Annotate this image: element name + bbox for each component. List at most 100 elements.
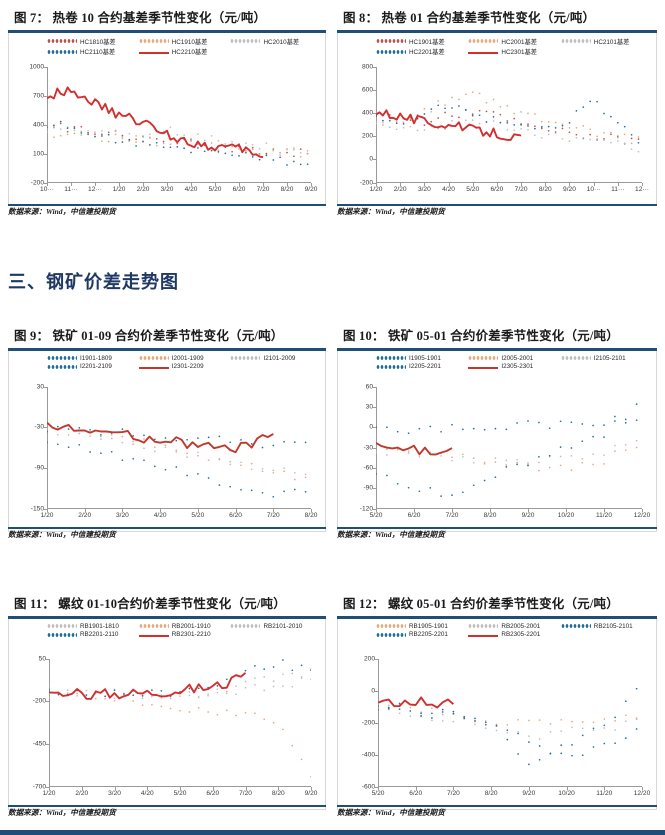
- x-axis-tick-label: 2/20: [78, 511, 92, 519]
- legend-label: I2201-2109: [80, 363, 112, 370]
- legend-label: HC1910基差: [171, 38, 208, 46]
- x-axis-tick: [95, 182, 96, 186]
- x-axis-tick-label: 4/20: [153, 511, 167, 519]
- source-divider-7: [8, 204, 326, 207]
- series-1: [376, 415, 638, 434]
- y-axis-tick-label: -700: [32, 783, 46, 790]
- y-axis-tick: [44, 95, 47, 97]
- x-axis-tick-label: 11/20: [596, 789, 613, 797]
- x-axis-tick-label: 7/20: [239, 789, 252, 797]
- source-note-12: 数据来源：Wind，中信建投期货: [337, 808, 445, 817]
- x-axis-line: [47, 181, 311, 183]
- y-axis-tick-label: 0: [369, 423, 373, 431]
- x-axis-line: [49, 785, 311, 787]
- y-axis-tick: [44, 124, 47, 126]
- legend-label: HC1901基差: [409, 38, 445, 46]
- legend-item: I2305-2301: [468, 363, 560, 370]
- legend-label: RB2001-1910: [171, 622, 211, 630]
- y-axis-tick-label: -200: [30, 179, 44, 186]
- y-axis-tick: [373, 182, 376, 184]
- series-5: [376, 441, 453, 455]
- legend-label: HC2001基差: [501, 38, 538, 46]
- y-axis-tick-label: 1000: [29, 63, 44, 70]
- series-2: [378, 702, 638, 740]
- chart-title-8: 图 8： 热卷 01 合约基差季节性变化（元/吨）: [343, 11, 596, 25]
- section-heading: 三、钢矿价差走势图: [8, 272, 179, 292]
- x-axis-tick: [453, 786, 455, 790]
- chart-legend-10: I1905-1901 I2005-2001 I2105-2101 I2205-2201…: [338, 355, 656, 372]
- y-axis-tick: [373, 112, 376, 114]
- legend-label: I2305-2301: [501, 363, 534, 370]
- legend-item: RB2001-1910: [138, 622, 231, 630]
- source-divider-12: [337, 805, 657, 808]
- series-2: [376, 90, 640, 144]
- legend-label: I2001-1909: [171, 354, 204, 362]
- source-divider-8: [337, 204, 657, 207]
- x-axis-tick: [287, 182, 288, 186]
- series-3: [376, 118, 640, 153]
- x-axis-tick: [496, 182, 498, 186]
- x-axis-tick: [490, 508, 491, 512]
- x-axis-tick: [167, 182, 168, 186]
- x-axis-tick: [235, 508, 237, 512]
- series-3: [376, 439, 638, 464]
- legend-dotted-icon: [230, 623, 261, 629]
- y-axis-tick: [373, 89, 376, 91]
- legend-dotted-icon: [376, 623, 406, 629]
- x-axis-tick-label: 7/20: [447, 789, 460, 797]
- legend-dotted-icon: [560, 355, 591, 361]
- x-axis-tick: [593, 182, 595, 186]
- x-axis-tick: [452, 508, 453, 512]
- y-axis-tick-label: 200: [361, 132, 373, 140]
- x-axis-tick-label: 6/20: [232, 185, 246, 193]
- y-axis-tick-label: 400: [361, 109, 373, 117]
- x-axis-tick: [239, 182, 240, 186]
- plot-area-7: -200 100 400 700 1000 10··· 11··· 12··· 1/20 2/20…: [29, 63, 317, 193]
- x-axis-tick-label: 3/20: [116, 511, 129, 519]
- legend-label: HC2201基差: [409, 49, 445, 56]
- y-axis-line: [47, 66, 48, 183]
- chart-title-10: 图 10： 铁矿 05-01 合约价差季节性变化（元/吨）: [343, 329, 619, 343]
- x-axis-line: [47, 507, 311, 509]
- y-axis-tick-label: 400: [32, 121, 44, 128]
- y-axis-tick: [46, 701, 49, 703]
- series-canvas: [47, 85, 309, 166]
- y-axis-tick: [373, 66, 376, 68]
- x-axis-tick-label: 10···: [40, 185, 54, 193]
- x-axis-tick-label: 10/20: [558, 789, 575, 797]
- legend-item: HC2210基差: [138, 47, 231, 56]
- x-axis-tick-label: 3/20: [417, 185, 431, 193]
- y-axis-tick: [46, 658, 49, 660]
- legend-label: HC2301基差: [501, 49, 538, 56]
- series-1: [47, 122, 309, 157]
- legend-item: RB1901-1810: [47, 623, 139, 630]
- legend-dotted-icon: [47, 355, 77, 361]
- y-axis-tick-label: 50: [38, 655, 46, 662]
- x-axis-tick: [521, 182, 523, 186]
- legend-item: I1901-1809: [47, 355, 139, 362]
- y-axis-tick-label: -120: [359, 505, 373, 512]
- y-axis-tick: [373, 136, 376, 138]
- legend-item: RB2105-2101: [560, 623, 653, 630]
- legend-label: RB1905-1901: [409, 622, 448, 630]
- x-axis-tick: [263, 182, 264, 186]
- y-axis-tick-label: -30: [34, 423, 44, 431]
- x-axis-tick: [143, 182, 144, 186]
- x-axis-tick-label: 12···: [88, 185, 102, 193]
- x-axis-tick-label: 6/20: [407, 511, 421, 519]
- x-axis-tick: [191, 182, 192, 186]
- legend-dotted-icon: [47, 631, 77, 638]
- chart-panel-12: 图 12： 螺纹 05-01 合约价差季节性变化（元/吨） RB1905-190…: [337, 588, 657, 810]
- series-2: [47, 424, 307, 480]
- y-axis-tick: [375, 658, 378, 660]
- x-axis-tick: [311, 786, 312, 790]
- x-axis-tick-label: 5/20: [371, 789, 385, 797]
- legend-dotted-icon: [376, 38, 406, 44]
- y-axis-tick-label: 100: [32, 150, 44, 157]
- legend-item: I2201-2109: [47, 363, 139, 370]
- title-divider-9: [8, 348, 326, 351]
- legend-dotted-icon: [560, 38, 591, 44]
- x-axis-tick-label: 7/20: [514, 185, 528, 193]
- x-axis-tick: [472, 182, 474, 186]
